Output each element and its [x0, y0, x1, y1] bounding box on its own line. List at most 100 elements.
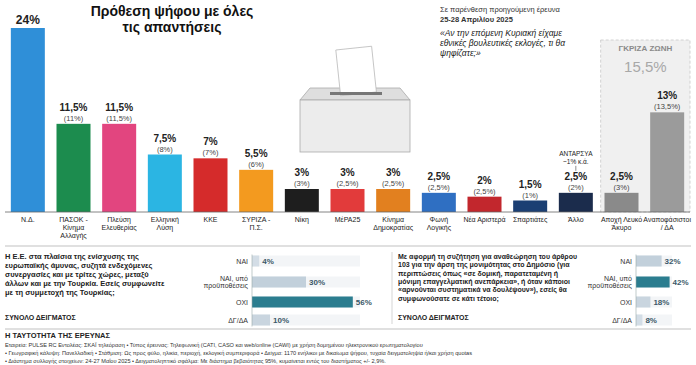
baseline [5, 212, 690, 213]
bar [331, 189, 365, 212]
category-label: Ν.Δ. [21, 216, 35, 223]
previous-label: (6%) [248, 160, 264, 169]
question-line: ευρωπαϊκής άμυνας, συζητά ενδεχόμενες [5, 261, 153, 270]
value-label-line: 7% [203, 136, 218, 147]
category-label: Νίκη [295, 216, 309, 224]
category-label: ΜέΡΑ25 [335, 216, 361, 223]
category-label-line: ΝΑΙ [620, 258, 632, 265]
previous-label-line: (6%) [248, 160, 264, 169]
category-label: ΠΑΣΟΚ -ΚίνημαΑλλαγής [59, 216, 88, 240]
value-label: 2% [477, 175, 492, 186]
category-label: ΟΧΙ [236, 299, 248, 306]
value-label: 7,5% [153, 133, 176, 144]
annotation: ΑΝΤΑΡΣΥΑ~1% κ.ά. [559, 150, 593, 165]
value-label: 3% [340, 167, 355, 178]
previous-label-line: (2,5%) [382, 179, 405, 188]
category-label: ΦωνήΛογικής [427, 216, 452, 232]
value-label: 4% [262, 257, 274, 266]
ballot-paper [336, 46, 377, 96]
category-label-line: Αλλαγής [60, 232, 87, 240]
previous-label-line: (3%) [294, 179, 310, 188]
category-label-line: Νέα Αριστερά [463, 216, 505, 224]
hbars [636, 256, 672, 326]
previous-label-line: (8%) [157, 145, 173, 154]
value-label: 3% [386, 167, 401, 178]
previous-label-line: (13,5%) [654, 102, 681, 111]
category-label-line: Λογικής [427, 224, 452, 232]
category-label-line: Φωνή [430, 216, 449, 224]
value-label-line: 42% [673, 278, 689, 287]
question-line: περιπτώσεις όπως «σε δομική, παρατεταμέν… [398, 270, 558, 278]
footer-title: Η ΤΑΥΤΟΤΗΤΑ ΤΗΣ ΕΡΕΥΝΑΣ [5, 331, 110, 340]
previous-label-line: (2%) [568, 183, 584, 192]
bar [650, 112, 684, 212]
value-label-line: 2,5% [427, 171, 450, 182]
category-label-line: ΝΑΙ, υπό [220, 275, 248, 282]
category-label-line: Ν.Δ. [21, 216, 35, 223]
gray-zone-label: ΓΚΡΙΖΑ ΖΩΝΗ [618, 44, 672, 53]
bar [57, 124, 91, 212]
value-label-line: 2% [477, 175, 492, 186]
sample-label-line: ΣΥΝΟΛΟ ΔΕΙΓΜΑΤΟΣ [398, 314, 469, 321]
question-line: «αρνούνται συστηματικά να δουλέψουν»), ε… [398, 286, 568, 294]
bar [513, 201, 547, 213]
annotation-line: ~1% κ.ά. [563, 158, 589, 165]
value-label-line: 8% [645, 316, 657, 325]
category-label: Αποχή ΛευκόΆκυρο [601, 216, 642, 232]
previous-label-line: (2,5%) [428, 183, 451, 192]
ballot-box [300, 100, 410, 152]
hbars [252, 256, 360, 326]
hbar [636, 277, 670, 288]
question-line: συνεργασίες και με τρίτες χώρες, μεταξύ [5, 270, 149, 279]
track [252, 256, 360, 267]
previous-label-line: (1%) [522, 191, 538, 200]
question-line: μόνιμη επαγγελματική ανεπάρκεια», ή όταν… [398, 278, 570, 286]
value-label: 32% [665, 257, 681, 266]
value-label-line: 3% [386, 167, 401, 178]
chart-question: «Αν την επόμενη Κυριακή είχαμεεθνικές βο… [440, 28, 566, 58]
track [252, 315, 360, 326]
value-label: 3% [295, 167, 310, 178]
category-label: ΝΑΙ, υπόπροϋποθέσεις [203, 275, 248, 291]
track [636, 277, 672, 288]
category-label-line: προϋποθέσεις [203, 282, 248, 290]
bar [148, 155, 182, 213]
header-dates: 25-28 Απριλίου 2025 [440, 15, 513, 24]
category-label: ΣΥΡΙΖΑ -Π.Σ. [242, 216, 271, 231]
category-label: Άλλο [568, 216, 584, 223]
track [252, 277, 360, 288]
previous-label-line: (11%) [64, 114, 84, 123]
footer-line: • Γεωγραφική κάλυψη: Πανελλαδική • Στάθμ… [5, 350, 472, 356]
category-label: ΠλεύσηΕλευθερίας [102, 216, 138, 232]
question-line: 103 για την άρση της μονιμότητας στο Δημ… [398, 261, 570, 269]
previous-label-line: (2,5%) [336, 179, 359, 188]
category-label: ΕλληνικήΛύση [151, 216, 179, 232]
value-label-line: 10% [273, 316, 289, 325]
previous-label: (11,5%) [106, 114, 132, 123]
chart-question-line: εθνικές βουλευτικές εκλογές, τι θα [440, 38, 566, 48]
category-label: ΝΑΙ [620, 258, 632, 265]
category-label-line: Άκυρο [612, 224, 632, 232]
value-label-line: 24% [16, 13, 40, 27]
value-label-line: 13% [657, 90, 677, 101]
value-label-line: 2,5% [610, 171, 633, 182]
header-dates-line: 25-28 Απριλίου 2025 [440, 15, 513, 24]
annotation-line: ΑΝΤΑΡΣΥΑ [559, 150, 593, 157]
category-label-line: Νίκη [295, 216, 309, 224]
previous-label: (2,5%) [382, 179, 405, 188]
bars [11, 28, 684, 212]
separator [5, 246, 691, 247]
sample-label: ΣΥΝΟΛΟ ΔΕΙΓΜΑΤΟΣ [5, 314, 76, 321]
value-label: 1,5% [519, 179, 542, 190]
bar [194, 158, 228, 212]
category-label-line: Κίνημα [382, 216, 404, 224]
sample-label: ΣΥΝΟΛΟ ΔΕΙΓΜΑΤΟΣ [398, 314, 469, 321]
value-label: 2,5% [427, 171, 450, 182]
track [636, 297, 672, 308]
footer-line-line: Εταιρεία: PULSE RC Εντολέας: ΣΚΑΪ τηλεόρ… [5, 342, 423, 348]
footer-line-line: • Διάστημα συλλογής στοιχείων: 24-27 Μαΐ… [5, 358, 386, 364]
gray-zone [601, 40, 690, 212]
category-label-line: / ΔΑ [661, 224, 674, 231]
value-label: 56% [356, 298, 372, 307]
category-label-line: ΣΥΡΙΖΑ - [242, 216, 271, 223]
